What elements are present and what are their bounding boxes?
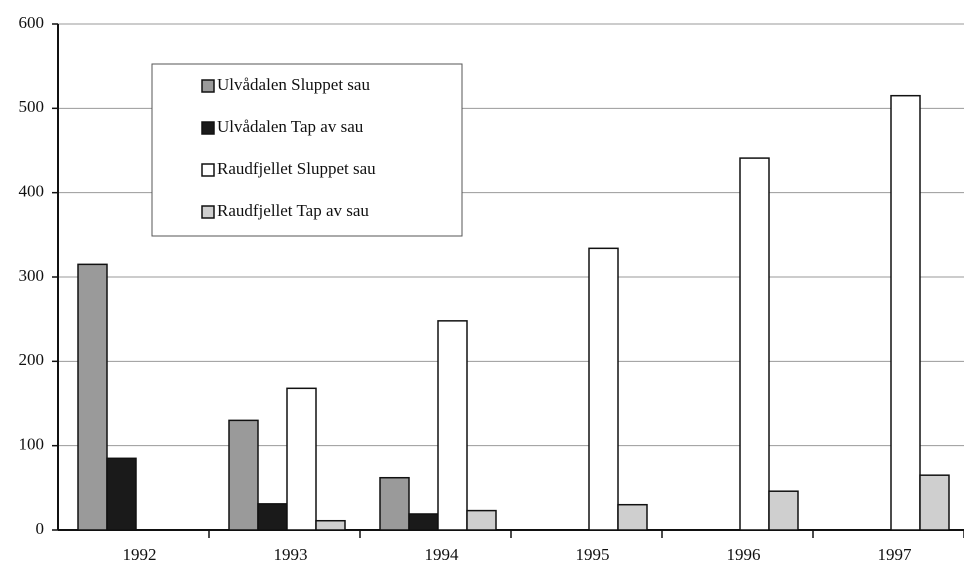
y-tick-label: 400	[19, 182, 45, 201]
bar	[106, 457, 137, 531]
y-tick-label: 200	[19, 350, 45, 369]
y-tick-label: 300	[19, 266, 45, 285]
x-tick-label: 1993	[274, 545, 308, 564]
bar	[77, 263, 108, 531]
legend-label: Raudfjellet Sluppet sau	[217, 159, 376, 178]
x-tick-label: 1996	[727, 545, 761, 564]
bar	[617, 503, 648, 531]
y-tick-label: 100	[19, 435, 45, 454]
bar	[408, 513, 439, 531]
legend-label: Raudfjellet Tap av sau	[217, 201, 369, 220]
bar	[286, 387, 317, 531]
y-tick-label: 600	[19, 13, 45, 32]
x-tick-label: 1994	[425, 545, 460, 564]
x-tick-label: 1992	[123, 545, 157, 564]
x-tick-label: 1995	[576, 545, 610, 564]
legend-label: Ulvådalen Tap av sau	[217, 117, 364, 136]
bar	[257, 503, 288, 531]
bar	[890, 94, 921, 531]
bar	[919, 474, 950, 531]
bar	[315, 519, 346, 531]
bar	[228, 419, 259, 531]
bar	[588, 247, 619, 531]
bar	[739, 157, 770, 531]
bar	[466, 509, 497, 531]
y-tick-label: 500	[19, 97, 45, 116]
legend-label: Ulvådalen Sluppet sau	[217, 75, 370, 94]
legend-swatch	[201, 79, 215, 93]
x-tick-label: 1997	[878, 545, 913, 564]
bar	[379, 476, 410, 531]
y-tick-label: 0	[36, 519, 45, 538]
legend-swatch	[201, 205, 215, 219]
legend-swatch	[201, 163, 215, 177]
bar	[768, 490, 799, 531]
legend-swatch	[201, 121, 215, 135]
bar	[437, 320, 468, 531]
